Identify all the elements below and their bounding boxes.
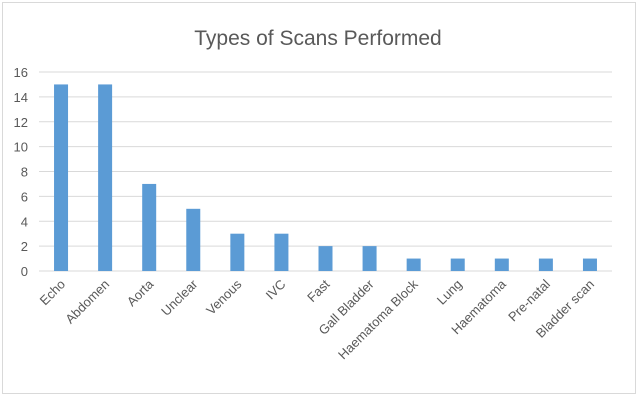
bar-pre-natal [538,258,553,271]
y-tick-label: 16 [14,65,28,80]
x-category-label: Unclear [158,276,201,319]
y-tick-label: 4 [21,214,28,229]
x-category-label: Haematoma Block [335,276,421,362]
y-tick-label: 14 [14,90,28,105]
y-tick-label: 2 [21,239,28,254]
bar-aorta [142,183,157,271]
gridlines [39,71,612,272]
y-axis-tick-labels: 0 2 4 6 8 10 12 14 16 [14,65,28,279]
y-tick-label: 12 [14,115,28,130]
x-category-label: Echo [37,277,69,309]
x-category-label: Fast [304,276,333,305]
y-tick-label: 10 [14,140,28,155]
bar-fast [318,246,333,271]
chart-title: Types of Scans Performed [194,27,441,50]
bar-abdomen [98,84,113,271]
x-category-label: Lung [434,277,465,308]
bar-gall-bladder [362,246,377,271]
y-tick-label: 8 [21,165,28,180]
x-category-label: Aorta [124,276,157,309]
bar-unclear [186,208,201,271]
bars [54,84,597,271]
bar-bladder-scan [582,258,597,271]
x-category-label: Abdomen [62,277,112,327]
x-category-label: IVC [263,277,289,303]
bar-lung [450,258,465,271]
y-tick-label: 0 [21,264,28,279]
bar-haematoma-block [406,258,421,271]
x-category-label: Venous [203,276,245,318]
bar-venous [230,233,245,271]
bar-echo [54,84,69,271]
bar-ivc [274,233,289,271]
y-tick-label: 6 [21,189,28,204]
bar-haematoma [494,258,509,271]
